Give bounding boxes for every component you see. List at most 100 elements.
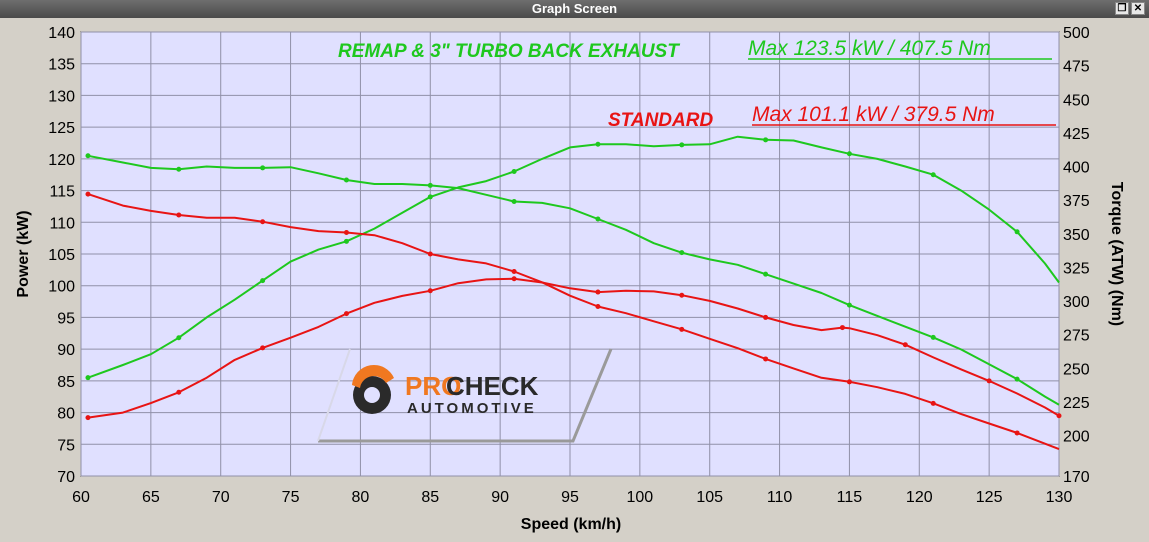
data-point xyxy=(85,191,91,197)
data-point xyxy=(427,194,433,200)
data-point xyxy=(846,379,852,385)
x-tick-label: 110 xyxy=(767,489,793,506)
data-point xyxy=(846,151,852,157)
data-point xyxy=(176,335,182,341)
data-point xyxy=(595,289,601,295)
y-right-tick-label: 325 xyxy=(1063,260,1090,277)
y-right-tick-label: 350 xyxy=(1063,227,1090,244)
y-left-tick-label: 135 xyxy=(48,57,75,74)
x-tick-label: 120 xyxy=(906,489,933,506)
y-right-tick-label: 475 xyxy=(1063,59,1090,76)
y-left-axis-label: Power (kW) xyxy=(15,210,32,297)
y-left-tick-label: 100 xyxy=(48,279,75,296)
y-right-tick-label: 200 xyxy=(1063,429,1090,446)
x-tick-label: 95 xyxy=(561,489,579,506)
y-left-tick-label: 125 xyxy=(48,120,75,137)
logo-check: CHECK xyxy=(446,371,539,401)
x-tick-label: 65 xyxy=(142,489,160,506)
y-left-tick-label: 85 xyxy=(57,374,75,391)
data-point xyxy=(595,216,601,222)
x-tick-labels: 60 65 70 75 80 85 90 95 100 105 110 115 120 125 130 xyxy=(72,489,1072,506)
data-point xyxy=(930,172,936,178)
series-lines xyxy=(85,135,1062,451)
data-point xyxy=(930,334,936,340)
data-point xyxy=(260,219,266,225)
data-point xyxy=(176,166,182,172)
close-icon[interactable]: ✕ xyxy=(1131,2,1145,15)
data-point xyxy=(427,251,433,257)
standard-max-label: Max 101.1 kW / 379.5 Nm xyxy=(752,103,995,126)
data-point xyxy=(85,415,91,421)
x-tick-label: 115 xyxy=(837,489,863,506)
x-tick-label: 75 xyxy=(282,489,300,506)
data-point xyxy=(763,356,769,362)
data-point xyxy=(511,276,517,282)
data-point xyxy=(595,303,601,309)
y-left-tick-label: 140 xyxy=(48,25,75,42)
data-point xyxy=(763,271,769,277)
restore-icon[interactable]: ❐ xyxy=(1115,2,1129,15)
data-point xyxy=(511,169,517,175)
x-tick-label: 90 xyxy=(491,489,509,506)
data-point xyxy=(427,182,433,188)
remap-power-line xyxy=(87,135,1060,379)
x-tick-label: 130 xyxy=(1046,489,1073,506)
y-right-tick-label: 225 xyxy=(1063,395,1090,412)
standard-title: STANDARD xyxy=(608,110,713,131)
y-right-tick-labels: 170 200 225 250 275 300 325 350 375 400 425 450 475 5… xyxy=(1063,25,1090,486)
y-left-tick-label: 90 xyxy=(57,342,75,359)
y-left-tick-labels: 70 75 80 85 90 95 100 105 110 115 120 125 130 135 140 xyxy=(48,25,75,486)
data-point xyxy=(1014,430,1020,436)
x-tick-label: 70 xyxy=(212,489,230,506)
data-point xyxy=(679,250,685,256)
y-right-tick-label: 300 xyxy=(1063,294,1090,311)
y-right-tick-label: 400 xyxy=(1063,160,1090,177)
x-tick-label: 60 xyxy=(72,489,90,506)
data-point xyxy=(176,389,182,395)
data-point xyxy=(85,375,91,381)
data-point xyxy=(343,177,349,183)
data-point xyxy=(260,278,266,284)
y-left-tick-label: 95 xyxy=(57,310,75,327)
y-left-tick-label: 115 xyxy=(49,184,75,201)
data-point xyxy=(260,345,266,351)
y-left-tick-label: 120 xyxy=(48,152,75,169)
data-point xyxy=(930,400,936,406)
data-point xyxy=(1056,413,1062,419)
x-tick-label: 105 xyxy=(696,489,723,506)
data-point xyxy=(846,302,852,308)
data-point xyxy=(839,325,845,331)
y-right-tick-label: 275 xyxy=(1063,328,1090,345)
procheck-logo: PRO CHECK AUTOMOTIVE xyxy=(317,348,613,443)
data-point xyxy=(679,142,685,148)
data-point xyxy=(260,165,266,171)
x-tick-label: 80 xyxy=(352,489,370,506)
data-point xyxy=(1014,376,1020,382)
data-point xyxy=(511,199,517,205)
y-right-tick-label: 375 xyxy=(1063,193,1090,210)
y-right-tick-label: 425 xyxy=(1063,126,1090,143)
window-title: Graph Screen xyxy=(531,1,618,16)
data-point xyxy=(679,292,685,298)
x-axis-label: Speed (km/h) xyxy=(521,516,621,533)
y-right-tick-label: 250 xyxy=(1063,361,1090,378)
data-point xyxy=(763,314,769,320)
standard-torque-line xyxy=(87,193,1060,451)
x-tick-label: 100 xyxy=(627,489,654,506)
data-point xyxy=(343,238,349,244)
data-point xyxy=(511,268,517,274)
logo-automotive: AUTOMOTIVE xyxy=(407,400,537,417)
y-left-tick-label: 110 xyxy=(49,215,75,232)
data-point xyxy=(85,153,91,159)
y-right-tick-label: 500 xyxy=(1063,25,1090,42)
x-tick-label: 85 xyxy=(421,489,439,506)
y-left-tick-label: 105 xyxy=(48,247,75,264)
data-point xyxy=(343,311,349,317)
y-left-tick-label: 80 xyxy=(57,406,75,423)
data-point xyxy=(427,288,433,294)
data-point xyxy=(763,137,769,143)
data-point xyxy=(986,378,992,384)
remap-max-label: Max 123.5 kW / 407.5 Nm xyxy=(748,37,991,60)
x-tick-label: 125 xyxy=(976,489,1003,506)
